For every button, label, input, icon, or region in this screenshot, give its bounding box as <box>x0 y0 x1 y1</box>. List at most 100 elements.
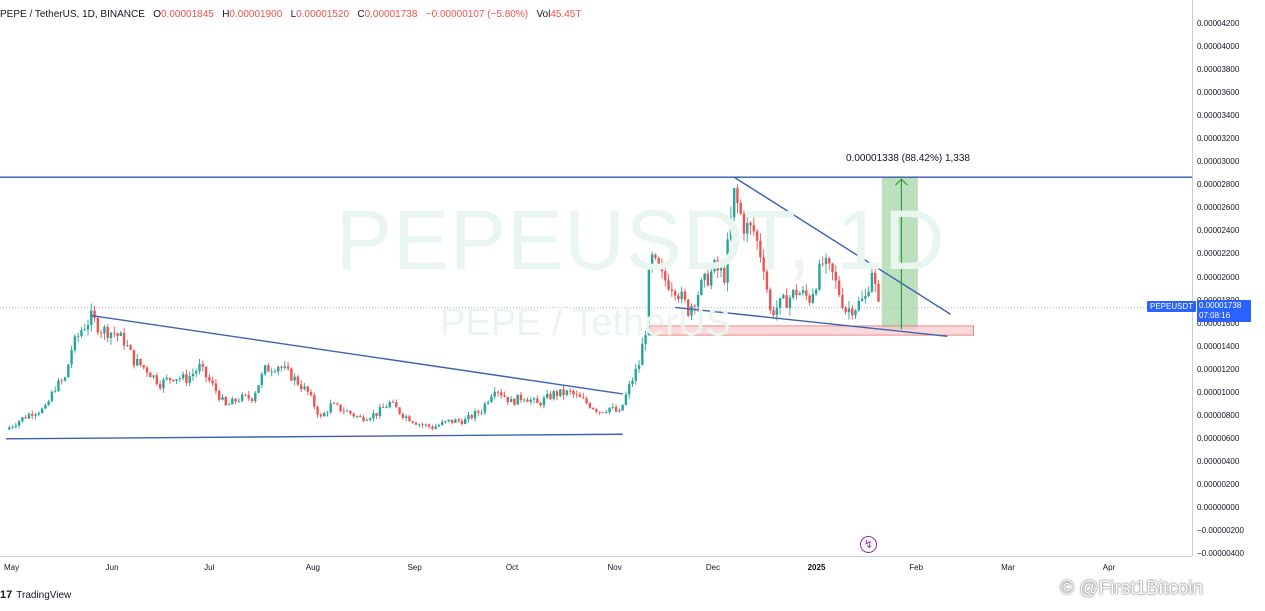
candle-body <box>693 305 696 307</box>
candle-body <box>785 295 788 309</box>
symbol-badge: PEPEUSDT <box>1147 301 1197 312</box>
candle-body <box>195 371 198 374</box>
candle-body <box>749 222 752 226</box>
candle-body <box>398 407 401 414</box>
candle-body <box>345 410 349 412</box>
candle-body <box>214 383 218 391</box>
price-tick: 0.00002200 <box>1197 249 1240 259</box>
candle-body <box>650 254 654 267</box>
time-tick: Jul <box>204 563 215 572</box>
time-tick: Dec <box>705 563 721 572</box>
candle-body <box>21 417 24 422</box>
candle-body <box>683 291 687 300</box>
candle-body <box>434 426 437 429</box>
time-axis[interactable]: May Jun Jul Aug Sep Oct Nov Dec 2025 Feb Mar Apr <box>0 556 1192 579</box>
price-tick: 0.00002600 <box>1197 203 1240 213</box>
candle-body <box>119 332 122 336</box>
measurement-label: 0.00001338 (88.42%) 1,338 <box>846 153 970 164</box>
candle-body <box>40 408 44 414</box>
price-tick: 0.00004200 <box>1197 18 1240 28</box>
candle-body <box>729 217 733 240</box>
candle-body <box>447 419 450 422</box>
candle-body <box>172 379 175 381</box>
candle-body <box>473 411 477 419</box>
candle-body <box>224 397 227 406</box>
candle-body <box>834 271 838 281</box>
tradingview-logo[interactable]: 17 TradingView <box>0 589 71 601</box>
candle-body <box>132 349 136 366</box>
candle-body <box>27 413 31 419</box>
candle-body <box>854 310 857 316</box>
candle-body <box>870 272 874 292</box>
candle-body <box>362 416 365 421</box>
candle-body <box>611 406 614 408</box>
candle-body <box>145 367 149 373</box>
candle-body <box>450 419 454 423</box>
candle-body <box>847 308 851 313</box>
candle-body <box>342 410 346 412</box>
candle-body <box>250 398 254 402</box>
candle-body <box>221 397 224 400</box>
lightning-icon[interactable]: ↯ <box>860 536 877 553</box>
chart-area[interactable] <box>0 0 1192 556</box>
candle-body <box>437 425 441 427</box>
candle-body <box>621 404 624 411</box>
candle-body <box>582 397 585 399</box>
candle-body <box>260 374 264 386</box>
candle-body <box>270 371 273 373</box>
candle-body <box>244 394 247 396</box>
price-tick: 0.00001600 <box>1197 318 1240 328</box>
candle-body <box>427 424 431 427</box>
candle-body <box>96 317 100 333</box>
candle-body <box>313 395 316 407</box>
candle-body <box>572 390 575 395</box>
candle-body <box>483 403 487 413</box>
candle-body <box>595 409 598 412</box>
candle-body <box>319 414 323 417</box>
candle-body <box>83 329 86 331</box>
candle-body <box>867 291 870 297</box>
candle-body <box>811 293 815 303</box>
descending-trendline-2 <box>733 176 952 315</box>
candle-body <box>778 298 782 308</box>
candle-body <box>44 405 47 409</box>
candle-body <box>372 413 375 419</box>
candle-body <box>162 379 165 389</box>
candle-body <box>247 395 250 399</box>
candle-body <box>178 378 182 380</box>
candle-body <box>828 258 831 264</box>
price-tick: 0.00003800 <box>1197 65 1240 75</box>
candle-body <box>401 413 405 418</box>
legend-high-label: H <box>222 9 230 20</box>
time-tick: Nov <box>607 563 622 572</box>
candle-body <box>99 332 103 334</box>
candle-body <box>431 426 434 429</box>
candle-body <box>300 384 303 390</box>
candle-body <box>788 297 792 309</box>
price-axis[interactable]: 0.00004200 0.00004000 0.00003800 0.00003600… <box>1192 0 1265 558</box>
candle-body <box>418 424 421 426</box>
tradingview-logo-icon: 17 <box>0 589 13 601</box>
price-tick: 0.00004000 <box>1197 42 1240 51</box>
candle-body <box>860 298 864 302</box>
candle-body <box>631 380 634 385</box>
candle-body <box>388 402 391 408</box>
candle-body <box>578 394 582 398</box>
candle-body <box>37 413 40 415</box>
price-chart[interactable] <box>0 0 1192 556</box>
candle-body <box>136 358 139 366</box>
candle-body <box>106 326 109 339</box>
price-tick: 0.00003600 <box>1197 88 1240 98</box>
time-tick: Feb <box>909 563 924 572</box>
candle-body <box>677 295 680 300</box>
price-tick: 0.00000600 <box>1197 433 1240 443</box>
time-tick: Aug <box>305 563 320 572</box>
legend-open: 0.00001845 <box>161 9 214 20</box>
price-tick: 0.00001000 <box>1197 387 1240 397</box>
price-tick: 0.00002400 <box>1197 226 1240 236</box>
candle-body <box>70 350 73 365</box>
last-price-badge: 0.00001738 07:08:16 <box>1197 300 1251 322</box>
candle-body <box>496 391 500 393</box>
legend-symbol[interactable]: PEPE / TetherUS, 1D, BINANCE <box>0 9 145 20</box>
candle-body <box>506 396 510 403</box>
